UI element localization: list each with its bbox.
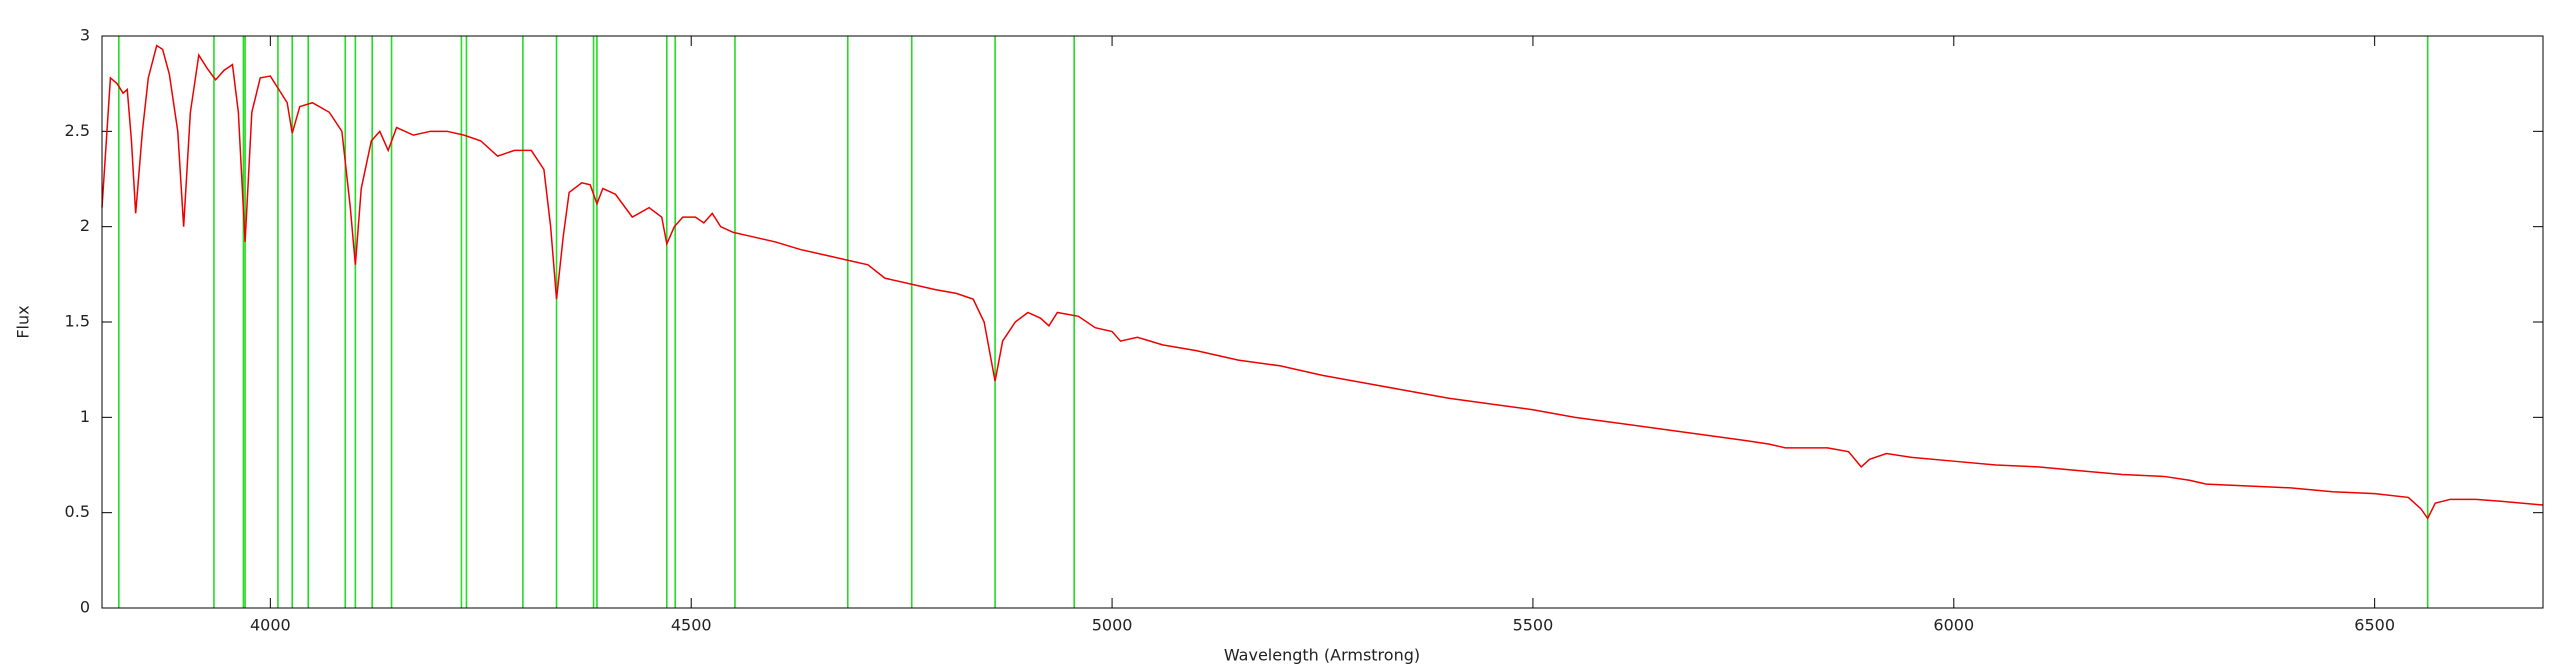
x-axis-label: Wavelength (Armstrong)	[1224, 646, 1420, 665]
x-tick-label: 5500	[1513, 616, 1554, 635]
y-tick-label: 1	[80, 407, 90, 426]
x-tick-label: 5000	[1092, 616, 1133, 635]
spectrum-line	[101, 44, 2544, 520]
y-tick-label: 1.5	[65, 312, 90, 331]
y-tick-label: 2.5	[65, 121, 90, 140]
x-tick-label: 6000	[1933, 616, 1974, 635]
x-tick-label: 6500	[2354, 616, 2395, 635]
plot-frame	[101, 35, 2544, 609]
x-tick-label: 4500	[671, 616, 712, 635]
y-tick-label: 3	[80, 26, 90, 45]
y-tick-label: 0.5	[65, 502, 90, 521]
y-axis-label: Flux	[14, 305, 33, 338]
x-tick-label: 4000	[250, 616, 291, 635]
y-tick-label: 0	[80, 598, 90, 617]
y-tick-label: 2	[80, 216, 90, 235]
